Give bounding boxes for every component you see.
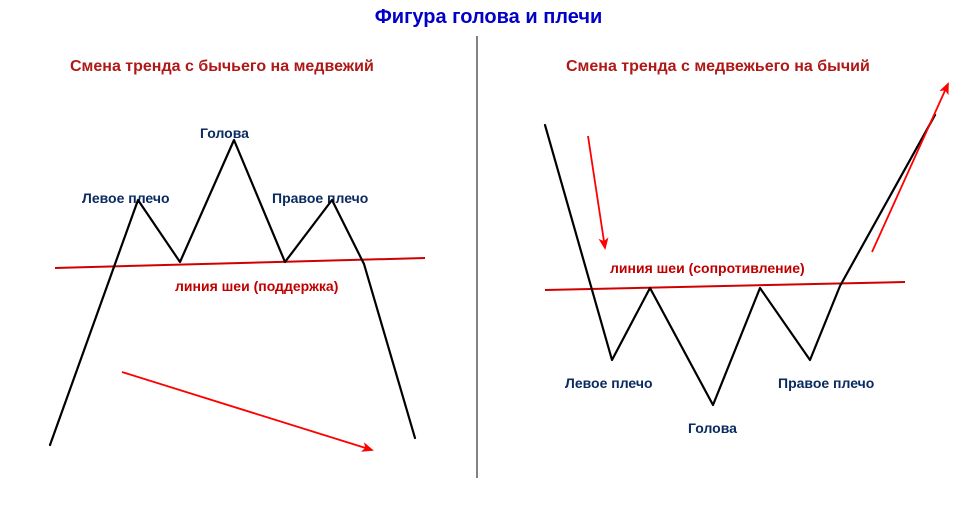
neckline-right [545,282,905,290]
trend-arrow-right-down [588,136,605,248]
diagram-stage: Фигура голова и плечи Смена тренда с быч… [0,0,977,508]
diagram-svg [0,0,977,508]
price-line-right [545,115,935,405]
trend-arrow-left [122,372,372,450]
trend-arrow-right-up [872,84,948,252]
price-line-left [50,140,415,445]
neckline-left [55,258,425,268]
